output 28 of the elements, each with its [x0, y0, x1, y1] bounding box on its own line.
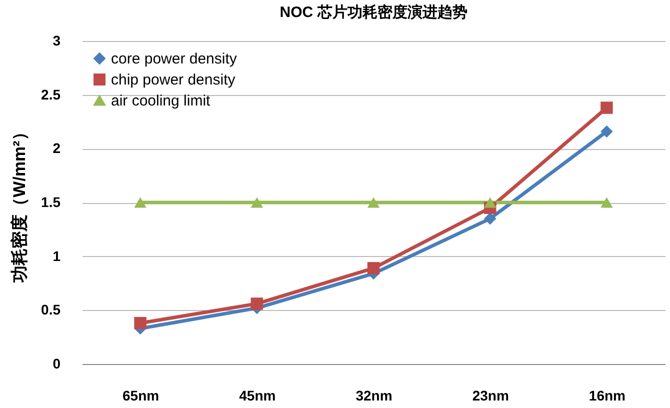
- y-tick-label: 0.5: [41, 302, 61, 318]
- point: [367, 197, 380, 208]
- point: [600, 125, 613, 138]
- point: [134, 197, 146, 208]
- point: [134, 316, 146, 330]
- y-tick-label: 2: [52, 140, 61, 156]
- y-tick-label: 2.5: [41, 86, 61, 102]
- point: [484, 212, 496, 225]
- legend-label: chip power density: [111, 72, 236, 88]
- point: [600, 197, 613, 208]
- x-tick-label: 16nm: [588, 388, 626, 404]
- point: [250, 298, 264, 310]
- y-tick-label: 1.5: [41, 194, 61, 210]
- y-axis-title: 功耗密度（W/mm²）: [10, 124, 30, 284]
- x-tick-label: 23nm: [472, 388, 509, 404]
- y-tick-label: 1: [52, 248, 61, 264]
- point: [484, 197, 496, 208]
- x-tick-label: 65nm: [122, 388, 160, 404]
- x-tick-label: 45nm: [239, 388, 276, 404]
- x-tick-label: 32nm: [356, 388, 392, 404]
- point: [250, 197, 264, 208]
- chart-title: NOC 芯片功耗密度演进趋势: [280, 3, 468, 21]
- y-tick-label: 0: [52, 356, 61, 372]
- point: [367, 262, 380, 274]
- legend-label: core power density: [111, 50, 238, 68]
- point: [600, 102, 613, 114]
- legend-label: air cooling limit: [111, 92, 212, 110]
- y-tick-label: 3: [52, 32, 61, 48]
